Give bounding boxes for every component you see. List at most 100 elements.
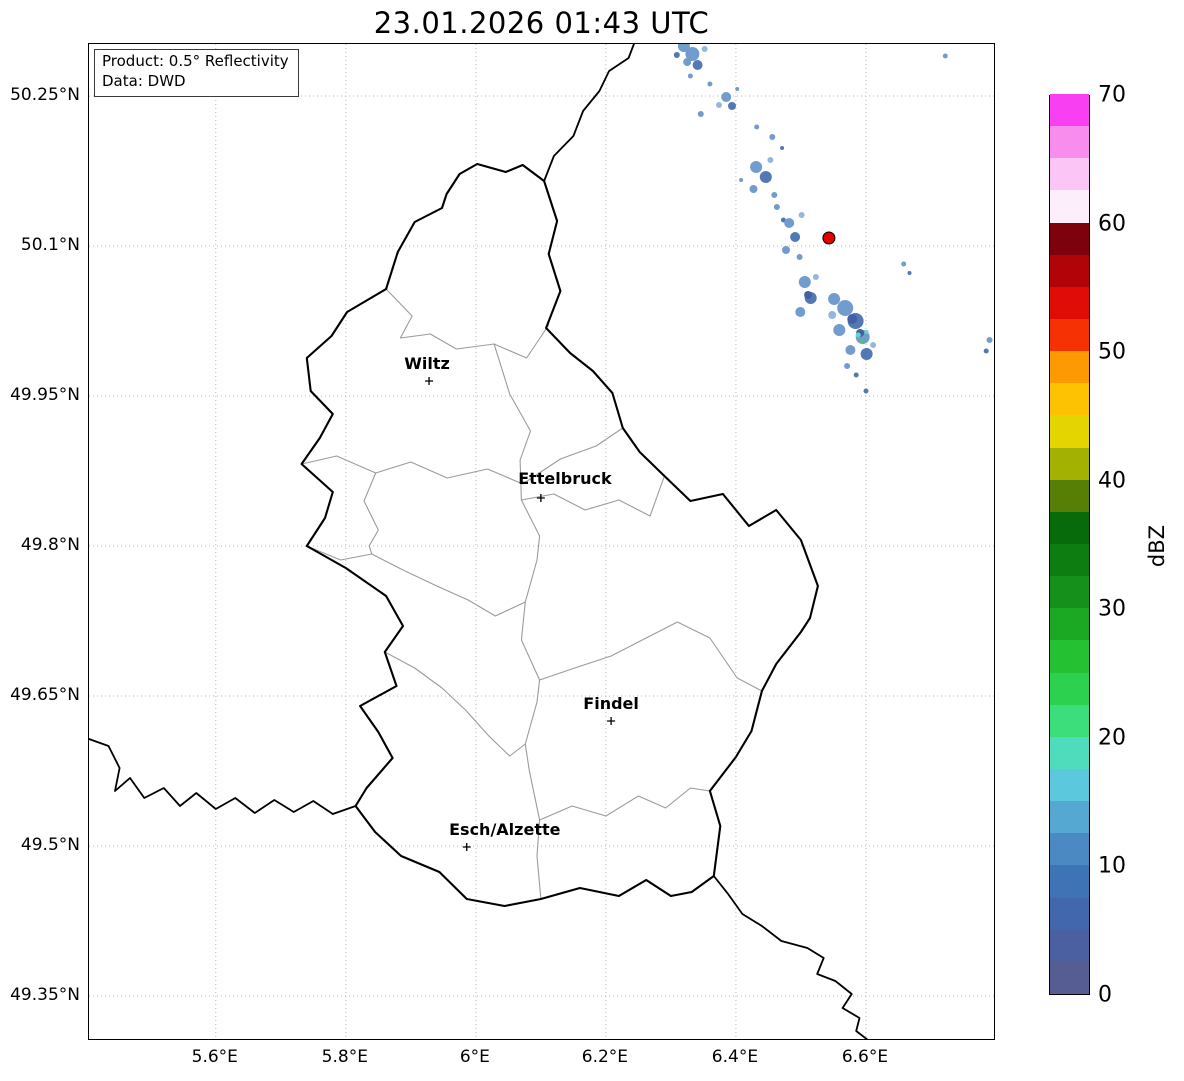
colorbar-segment bbox=[1050, 222, 1089, 255]
radar-echo bbox=[983, 348, 989, 354]
lat-tick-label: 49.65°N bbox=[10, 685, 80, 705]
lat-tick-label: 49.35°N bbox=[10, 985, 80, 1005]
radar-echo bbox=[767, 157, 774, 163]
radar-echo bbox=[759, 171, 772, 183]
colorbar bbox=[1049, 93, 1090, 995]
colorbar-tick-label: 10 bbox=[1098, 853, 1126, 879]
colorbar-tick-label: 40 bbox=[1098, 468, 1126, 494]
radar-echo bbox=[853, 372, 859, 378]
radar-echo bbox=[828, 311, 837, 319]
radar-echo bbox=[687, 73, 693, 79]
colorbar-tick-label: 0 bbox=[1098, 982, 1112, 1008]
radar-echo bbox=[782, 246, 790, 254]
radar-echo bbox=[860, 339, 865, 343]
colorbar-segment bbox=[1050, 125, 1089, 159]
radar-echo bbox=[870, 342, 877, 348]
city-label: Ettelbruck bbox=[518, 469, 612, 488]
radar-echo bbox=[860, 348, 873, 360]
radar-echo bbox=[701, 46, 708, 52]
radar-echo bbox=[773, 204, 780, 210]
colorbar-segment bbox=[1050, 575, 1089, 609]
radar-echo bbox=[739, 178, 744, 182]
city-marker bbox=[536, 494, 545, 502]
district-border bbox=[539, 621, 763, 692]
colorbar-segment bbox=[1050, 800, 1089, 834]
data-source-line: Data: DWD bbox=[102, 71, 186, 90]
city-marker bbox=[607, 717, 616, 725]
radar-echo bbox=[798, 276, 811, 288]
radar-echo bbox=[697, 111, 704, 117]
luxembourg-border bbox=[300, 162, 819, 908]
city-label: Findel bbox=[583, 694, 639, 713]
lat-tick-label: 49.5°N bbox=[20, 835, 80, 855]
radar-echo bbox=[721, 92, 732, 102]
district-border bbox=[493, 343, 542, 900]
radar-echo bbox=[804, 291, 813, 299]
colorbar-segment bbox=[1050, 543, 1089, 577]
lon-tick-label: 6.6°E bbox=[841, 1047, 889, 1067]
colorbar-tick-label: 60 bbox=[1098, 211, 1126, 237]
radar-echo bbox=[754, 124, 760, 130]
radar-echo bbox=[907, 271, 912, 275]
radar-echo bbox=[673, 52, 680, 58]
timestamp-title: 23.01.2026 01:43 UTC bbox=[373, 6, 710, 40]
colorbar-segment bbox=[1050, 350, 1089, 384]
colorbar-segment bbox=[1050, 768, 1089, 802]
radar-echo bbox=[735, 87, 740, 91]
radar-echo bbox=[769, 134, 776, 140]
radar-echo bbox=[749, 185, 758, 193]
radar-echo bbox=[728, 102, 736, 110]
colorbar-segment bbox=[1050, 736, 1089, 769]
colorbar-tick-label: 20 bbox=[1098, 725, 1126, 751]
lon-tick-label: 6.2°E bbox=[581, 1047, 629, 1067]
colorbar-segment bbox=[1050, 254, 1089, 287]
lat-tick-label: 50.1°N bbox=[20, 235, 80, 255]
radar-echo bbox=[790, 232, 801, 242]
radar-echo bbox=[942, 53, 948, 59]
radar-echo bbox=[798, 212, 805, 218]
colorbar-unit-label: dBZ bbox=[1145, 524, 1169, 568]
colorbar-segment bbox=[1050, 318, 1089, 352]
map-frame: Wiltz Ettelbruck Findel Esch/Alzette Produc… bbox=[88, 43, 995, 1040]
city-label: Wiltz bbox=[404, 354, 450, 373]
radar-echo bbox=[901, 261, 907, 267]
radar-site-marker bbox=[822, 231, 836, 245]
colorbar-tick-label: 50 bbox=[1098, 339, 1126, 365]
colorbar-segment bbox=[1050, 189, 1089, 223]
district-border bbox=[363, 472, 379, 555]
city-marker bbox=[425, 377, 434, 385]
colorbar-segment bbox=[1050, 607, 1089, 641]
colorbar-segment bbox=[1050, 832, 1089, 866]
product-info-box: Product: 0.5° Reflectivity Data: DWD bbox=[94, 49, 299, 97]
colorbar-segment bbox=[1050, 157, 1089, 191]
colorbar-segment bbox=[1050, 93, 1089, 127]
colorbar-tick-label: 30 bbox=[1098, 596, 1126, 622]
radar-echo bbox=[796, 254, 803, 260]
colorbar-segment bbox=[1050, 511, 1089, 544]
district-border bbox=[306, 545, 526, 617]
colorbar-segment bbox=[1050, 639, 1089, 673]
colorbar-segment bbox=[1050, 897, 1089, 930]
country-border bbox=[89, 738, 357, 815]
lon-tick-label: 6°E bbox=[459, 1047, 490, 1067]
precipitation-echoes bbox=[673, 44, 993, 394]
lon-tick-label: 6.4°E bbox=[711, 1047, 759, 1067]
colorbar-segment bbox=[1050, 929, 1089, 962]
radar-echo bbox=[750, 161, 763, 173]
colorbar-segment bbox=[1050, 672, 1089, 705]
radar-echo bbox=[986, 337, 993, 343]
lat-tick-label: 50.25°N bbox=[10, 85, 80, 105]
lon-tick-label: 5.8°E bbox=[321, 1047, 368, 1067]
radar-echo bbox=[707, 81, 713, 87]
product-line: Product: 0.5° Reflectivity bbox=[102, 52, 289, 70]
colorbar-segment bbox=[1050, 704, 1089, 737]
colorbar-segment bbox=[1050, 286, 1089, 319]
radar-echo bbox=[716, 102, 722, 108]
colorbar-segment bbox=[1050, 414, 1089, 448]
radar-echo bbox=[683, 58, 692, 66]
radar-echo bbox=[780, 146, 785, 150]
radar-echo bbox=[847, 314, 858, 324]
country-border bbox=[543, 44, 635, 182]
radar-echo bbox=[771, 192, 778, 198]
